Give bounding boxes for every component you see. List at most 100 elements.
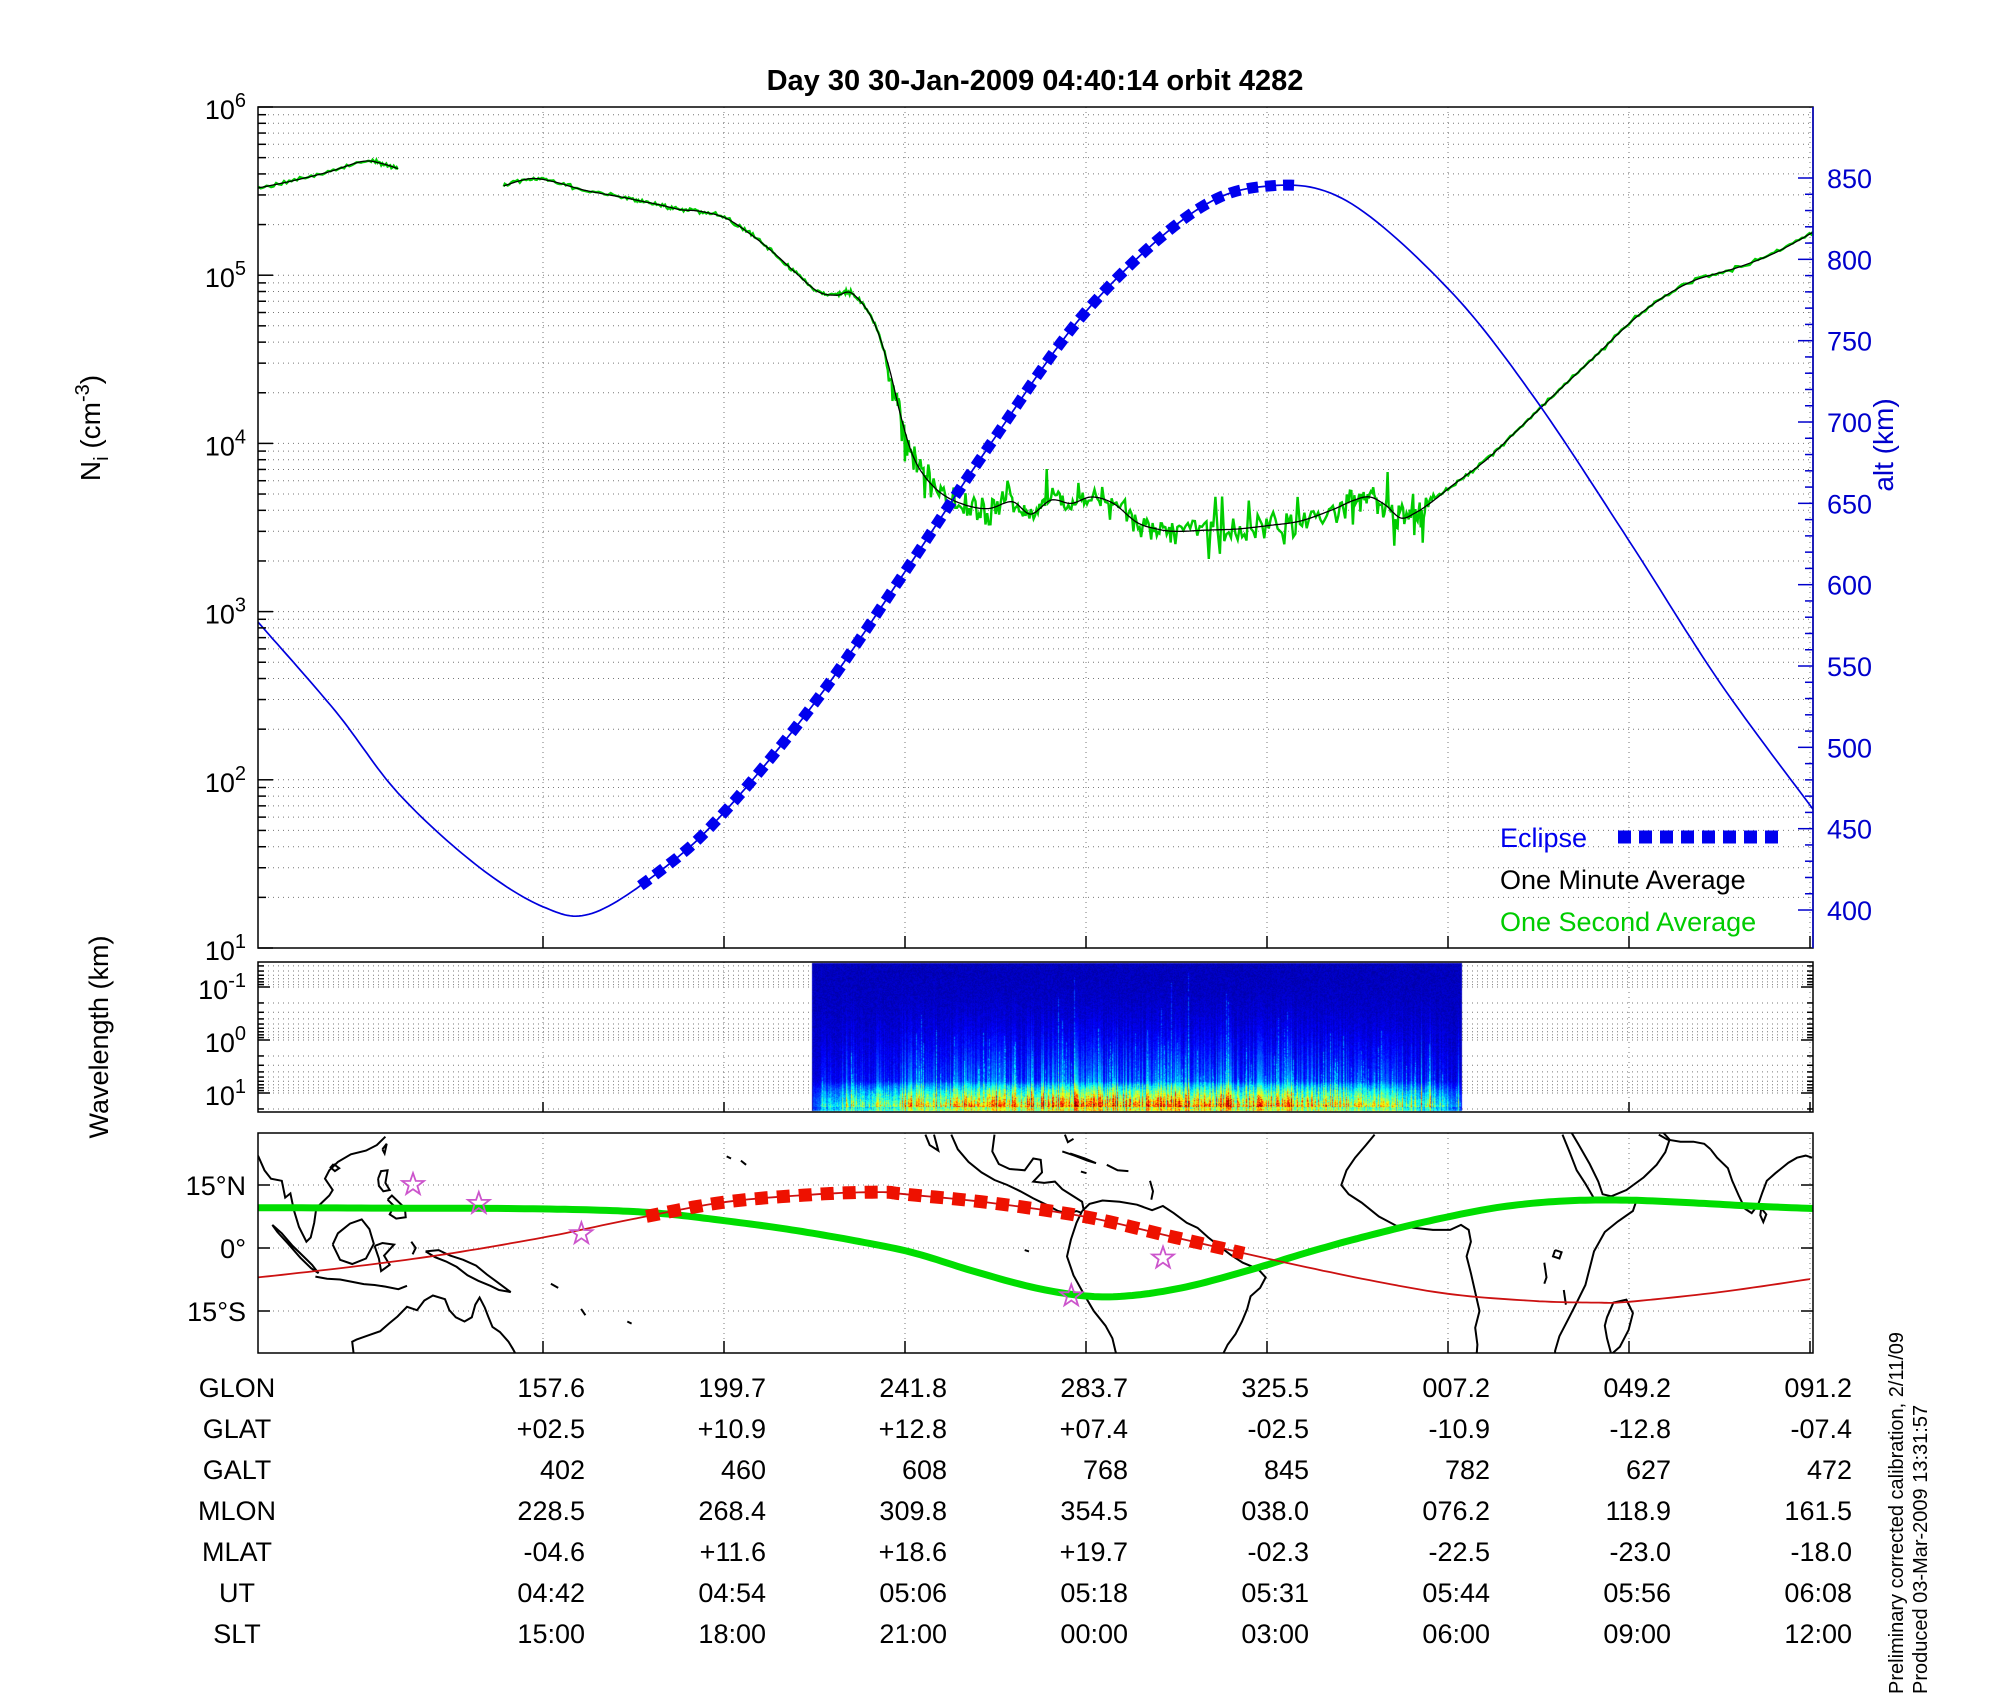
y-left-tick-label: 106 [205, 90, 246, 125]
table-cell: 402 [540, 1455, 585, 1485]
y-right-tick-label: 800 [1827, 245, 1872, 275]
table-cell: +11.6 [700, 1537, 766, 1567]
coastline [1543, 1262, 1548, 1285]
coastline [1759, 1207, 1768, 1225]
y-right-tick-label: 700 [1827, 408, 1872, 438]
table-cell: +10.9 [698, 1414, 766, 1444]
y-left-tick-label: 102 [205, 763, 246, 798]
table-cell: -02.5 [1247, 1414, 1309, 1444]
table-cell: +19.7 [1060, 1537, 1128, 1567]
ni-axis-label: Ni (cm-3) [72, 375, 113, 481]
table-cell: +12.8 [879, 1414, 947, 1444]
ground-station-star [1057, 1281, 1085, 1308]
y-right-tick-label: 600 [1827, 571, 1872, 601]
y-left-tick-label: 105 [205, 258, 246, 293]
y-right-tick-label: 450 [1827, 815, 1872, 845]
panel-border [257, 106, 1814, 949]
coastline [1024, 1249, 1030, 1253]
coastline [271, 1224, 320, 1275]
one-minute-average-curve [503, 177, 1813, 533]
table-cell: 04:54 [698, 1578, 766, 1608]
panel-border [257, 961, 1814, 1113]
legend-label-eclipse: Eclipse [1500, 823, 1587, 853]
ephemeris-table: GLON 157.6 199.7 241.8 283.7 325.5 007.2 049.2 0… [198, 1373, 1852, 1649]
table-cell: 007.2 [1422, 1373, 1490, 1403]
table-cell: 627 [1626, 1455, 1671, 1485]
coastline [381, 1143, 388, 1157]
panel-border [257, 1132, 1814, 1354]
map-panel [258, 1133, 1813, 1353]
table-row-label: SLT [213, 1619, 261, 1649]
table-cell: 05:18 [1060, 1578, 1128, 1608]
coastline [1061, 1150, 1097, 1165]
y-right-tick-label: 650 [1827, 489, 1872, 519]
ni-axis-label-text: Ni (cm-3) [72, 375, 113, 481]
ground-track-line [258, 1191, 1811, 1304]
coastline [1080, 1170, 1087, 1175]
coastline [1551, 1249, 1563, 1260]
table-cell: 161.5 [1784, 1496, 1852, 1526]
legend: Eclipse One Minute Average One Second Av… [1500, 823, 1783, 937]
ground-station-star [465, 1189, 493, 1216]
table-cell: 05:56 [1603, 1578, 1671, 1608]
coastline [924, 1134, 940, 1153]
y-left-tick-label: 101 [205, 931, 246, 966]
coastline [991, 1134, 1085, 1212]
y-right-tick-label: 750 [1827, 327, 1872, 357]
table-cell: +07.4 [1060, 1414, 1128, 1444]
coastline [1554, 1134, 1639, 1353]
coastline [377, 1169, 392, 1193]
table-row-label: GLAT [203, 1414, 272, 1444]
table-row-label: GALT [203, 1455, 272, 1485]
ground-station-star [399, 1170, 427, 1197]
y-left-tick-label: 103 [205, 595, 246, 630]
table-cell: 076.2 [1422, 1496, 1490, 1526]
wavelength-tick-label: 100 [205, 1023, 246, 1058]
wavelength-tick-label: 10-1 [198, 970, 246, 1005]
legend-label-one-minute: One Minute Average [1500, 865, 1746, 895]
coastline [950, 1134, 1083, 1215]
table-cell: 608 [902, 1455, 947, 1485]
coastline [726, 1155, 732, 1160]
table-row-label: MLAT [202, 1537, 272, 1567]
table-cell: 768 [1083, 1455, 1128, 1485]
altitude-curve [258, 184, 1813, 918]
table-cell: -10.9 [1428, 1414, 1490, 1444]
one-minute-average-curve [258, 160, 399, 189]
y-left-tick-label: 104 [205, 426, 246, 461]
table-cell: 782 [1445, 1455, 1490, 1485]
table-cell: -12.8 [1609, 1414, 1671, 1444]
coastline [1149, 1180, 1155, 1200]
wavelength-tick-label: 101 [205, 1076, 246, 1111]
coastline [1081, 1199, 1267, 1353]
y-right-tick-label: 400 [1827, 896, 1872, 926]
table-cell: +02.5 [517, 1414, 585, 1444]
table-cell: 845 [1264, 1455, 1309, 1485]
coastline [1063, 1134, 1075, 1144]
table-cell: 06:00 [1422, 1619, 1490, 1649]
table-cell: 05:06 [879, 1578, 947, 1608]
coastline [331, 1218, 375, 1266]
coastline [258, 1135, 387, 1244]
table-cell: 18:00 [698, 1619, 766, 1649]
table-cell: +18.6 [879, 1537, 947, 1567]
coastline [626, 1320, 633, 1325]
table-cell: 091.2 [1784, 1373, 1852, 1403]
table-cell: 354.5 [1060, 1496, 1128, 1526]
table-cell: 049.2 [1603, 1373, 1671, 1403]
coastline [1106, 1163, 1129, 1173]
y-right-tick-label: 500 [1827, 733, 1872, 763]
table-cell: 05:44 [1422, 1578, 1490, 1608]
grid-layer [258, 107, 1813, 1353]
table-row-label: GLON [199, 1373, 276, 1403]
table-cell: 472 [1807, 1455, 1852, 1485]
coastline [373, 1241, 397, 1273]
table-cell: 157.6 [517, 1373, 585, 1403]
table-cell: 05:31 [1241, 1578, 1309, 1608]
wavelength-axis-label: Wavelength (km) [84, 935, 114, 1138]
y-right-tick-label: 850 [1827, 164, 1872, 194]
coastline [550, 1282, 559, 1289]
ground-station-star [567, 1219, 596, 1246]
note-line-1: Preliminary corrected calibration, 2/11/… [1886, 1332, 1908, 1694]
